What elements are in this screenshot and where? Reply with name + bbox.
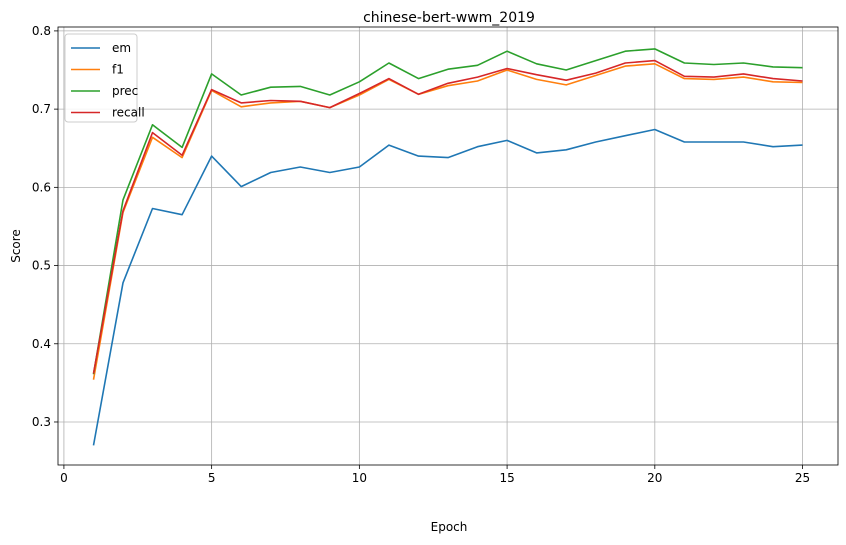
x-tick-label: 25 <box>795 471 810 485</box>
x-axis-label: Epoch <box>431 520 468 534</box>
y-tick-label: 0.3 <box>32 415 51 429</box>
y-axis: 0.3 0.4 0.5 0.6 0.7 0.8 <box>32 24 58 429</box>
legend-box <box>64 33 138 123</box>
legend-label-recall: recall <box>112 106 145 120</box>
x-tick-label: 5 <box>208 471 216 485</box>
x-tick-label: 20 <box>647 471 662 485</box>
legend-label-prec: prec <box>112 84 138 98</box>
y-axis-label: Score <box>9 229 23 263</box>
y-tick-label: 0.8 <box>32 24 51 38</box>
x-tick-label: 10 <box>352 471 367 485</box>
x-tick-label: 0 <box>60 471 68 485</box>
grid <box>58 27 838 465</box>
series-line-prec <box>92 48 803 375</box>
y-tick-label: 0.6 <box>32 180 51 194</box>
chart-title: chinese-bert-wwm_2019 <box>363 10 535 26</box>
y-tick-label: 0.5 <box>32 259 51 273</box>
series-line-recall <box>92 59 803 374</box>
series-line-f1 <box>92 62 803 380</box>
y-tick-label: 0.7 <box>32 102 51 116</box>
plot-frame <box>57 26 839 466</box>
y-tick-label: 0.4 <box>32 337 51 351</box>
series-line-em <box>92 128 803 446</box>
series-layer <box>92 48 803 446</box>
x-tick-label: 15 <box>499 471 514 485</box>
legend-label-em: em <box>112 41 131 55</box>
legend: em f1 prec recall <box>64 33 145 123</box>
x-axis: 0 5 10 15 20 25 <box>60 465 810 485</box>
legend-label-f1: f1 <box>112 63 124 77</box>
